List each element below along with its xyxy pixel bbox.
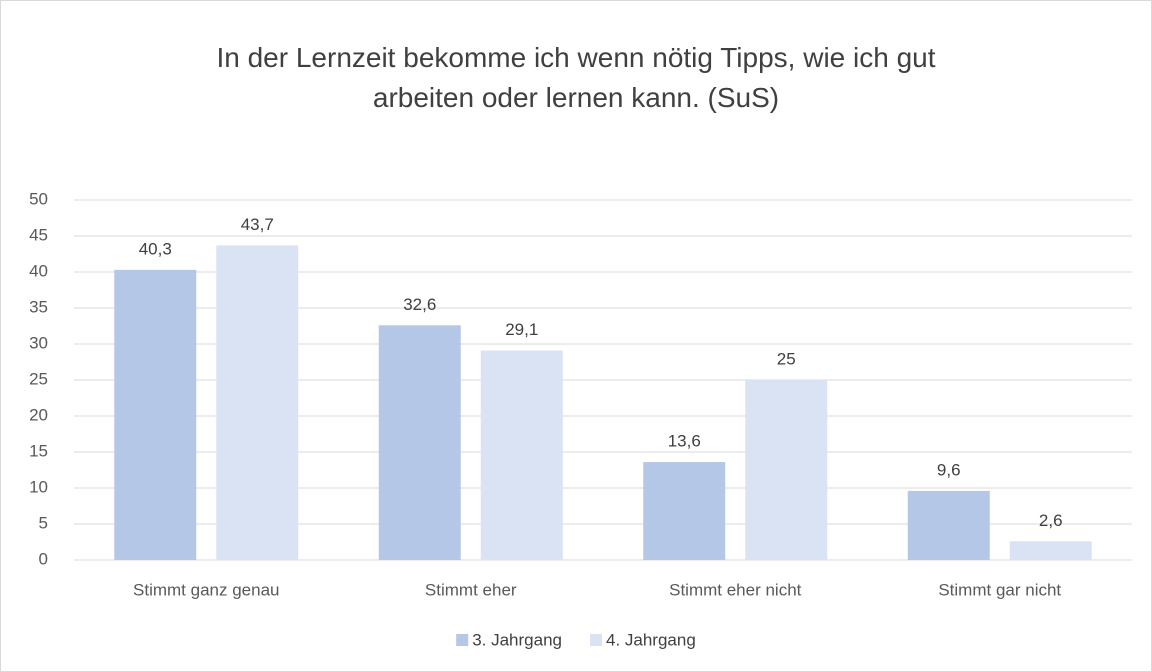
y-tick-label: 25 bbox=[29, 369, 48, 388]
y-tick-label: 15 bbox=[29, 441, 48, 460]
y-tick-label: 30 bbox=[29, 333, 48, 352]
bar bbox=[216, 245, 299, 561]
bar bbox=[643, 462, 726, 560]
chart-title: In der Lernzeit bekomme ich wenn nötig T… bbox=[216, 42, 936, 113]
bar bbox=[1009, 541, 1092, 560]
value-label: 43,7 bbox=[241, 215, 274, 234]
value-label: 2,6 bbox=[1039, 511, 1063, 530]
x-tick-label: Stimmt eher bbox=[425, 580, 517, 599]
legend-label: 3. Jahrgang bbox=[472, 630, 562, 649]
bar bbox=[114, 269, 197, 560]
y-tick-label: 5 bbox=[39, 513, 48, 532]
value-label: 40,3 bbox=[139, 239, 172, 258]
x-tick-label: Stimmt eher nicht bbox=[669, 580, 802, 599]
bar bbox=[745, 380, 828, 560]
y-tick-label: 10 bbox=[29, 477, 48, 496]
legend-swatch bbox=[456, 634, 469, 646]
y-tick-label: 50 bbox=[29, 189, 48, 208]
bar bbox=[907, 490, 990, 560]
bar bbox=[480, 350, 563, 560]
legend-swatch bbox=[590, 634, 602, 646]
value-label: 13,6 bbox=[668, 432, 701, 451]
value-label: 29,1 bbox=[505, 320, 538, 339]
value-label: 9,6 bbox=[937, 460, 961, 479]
y-tick-label: 35 bbox=[29, 297, 48, 316]
y-tick-label: 0 bbox=[39, 549, 48, 568]
y-tick-label: 20 bbox=[29, 405, 48, 424]
y-tick-label: 40 bbox=[29, 261, 48, 280]
x-tick-label: Stimmt gar nicht bbox=[938, 580, 1061, 599]
value-label: 25 bbox=[777, 349, 796, 368]
value-label: 32,6 bbox=[403, 295, 436, 314]
y-tick-label: 45 bbox=[29, 225, 48, 244]
x-tick-label: Stimmt ganz genau bbox=[133, 580, 279, 599]
legend-label: 4. Jahrgang bbox=[606, 630, 696, 649]
bar bbox=[378, 325, 461, 560]
